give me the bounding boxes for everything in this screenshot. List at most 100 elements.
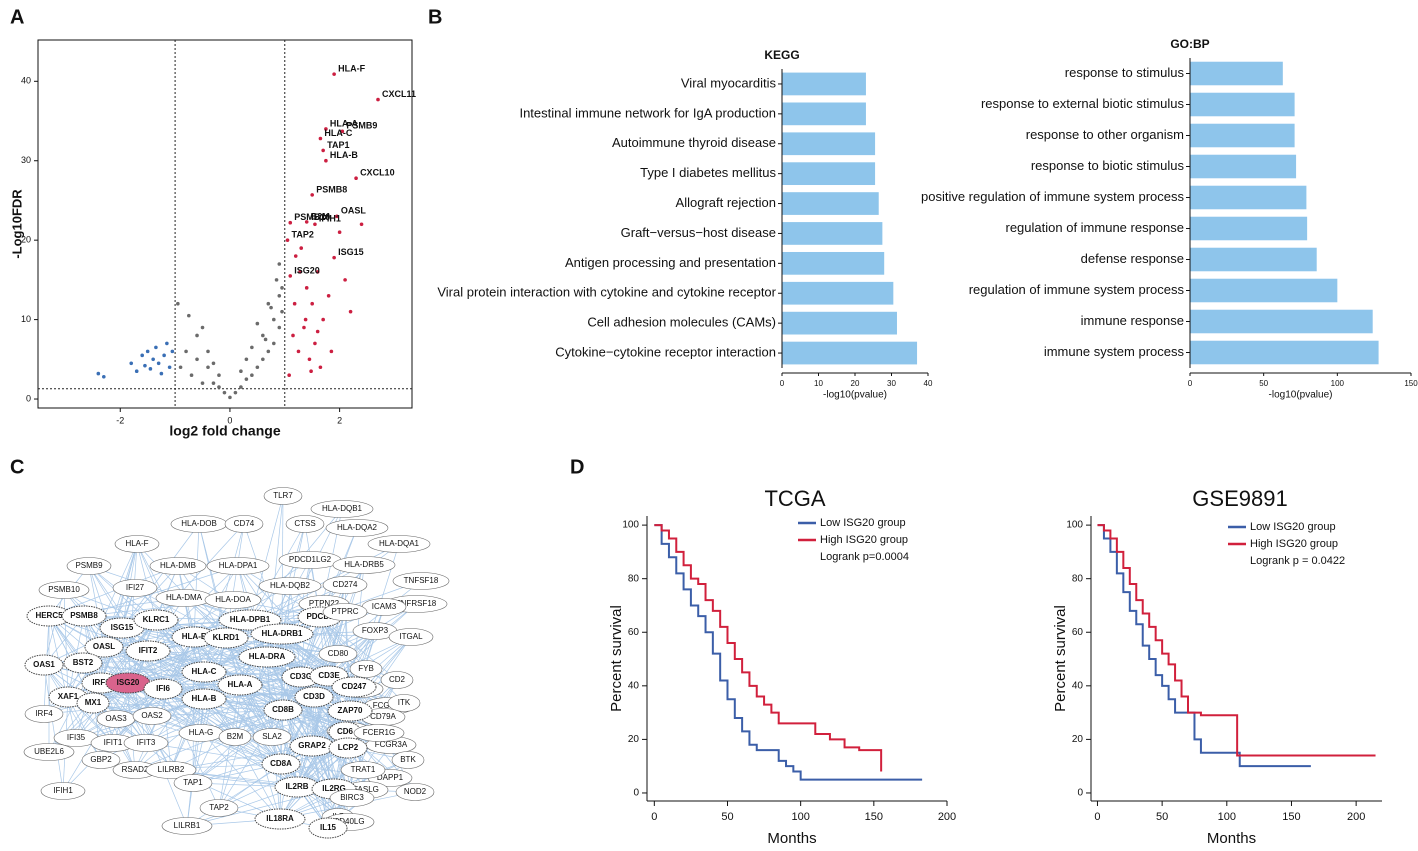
survival-curve — [654, 524, 923, 781]
network-node — [238, 646, 296, 668]
network-node — [391, 751, 425, 769]
point — [288, 274, 293, 278]
point — [156, 361, 161, 366]
network-edge — [282, 585, 291, 711]
category-label: Graft−versus−host disease — [621, 225, 776, 240]
node-label: ITK — [398, 698, 411, 707]
x-tick-label: 200 — [1347, 811, 1365, 823]
network-node — [329, 789, 375, 807]
node-label: FCER1G — [363, 728, 395, 737]
point — [292, 301, 297, 306]
point — [321, 317, 325, 322]
network-edge — [83, 615, 153, 717]
point — [287, 373, 291, 377]
point — [309, 369, 313, 374]
point — [277, 325, 282, 330]
node-label: FYB — [358, 664, 374, 673]
category-label: response to stimulus — [1065, 65, 1185, 80]
network-node — [199, 799, 239, 817]
point — [288, 220, 293, 225]
network-node — [149, 557, 207, 575]
point — [140, 353, 144, 358]
point — [255, 321, 260, 326]
bar — [1190, 278, 1338, 303]
node-label: HLA-DOA — [215, 595, 251, 604]
node-label: TRAT1 — [351, 765, 376, 774]
gene-label: HLA-A — [330, 118, 358, 128]
network-node — [84, 636, 124, 658]
point — [354, 176, 358, 181]
node-label: BIRC3 — [340, 793, 364, 802]
network-edge — [193, 636, 349, 749]
network-node — [24, 705, 64, 723]
network-node — [206, 557, 270, 575]
network-edge — [239, 630, 376, 686]
point — [303, 317, 308, 322]
network-edge — [127, 682, 172, 771]
point — [269, 305, 273, 310]
node-label: FOXP3 — [362, 626, 389, 635]
bar — [1190, 123, 1295, 148]
network-edge — [234, 736, 281, 820]
node-label: IFIT3 — [137, 738, 156, 747]
node-label: IFI35 — [67, 733, 86, 742]
category-label: defense response — [1081, 251, 1184, 266]
node-label: HLA-DPA1 — [219, 561, 258, 570]
network-node — [332, 556, 396, 574]
node-label: LCP2 — [338, 743, 359, 752]
node-label: HLA-DOB — [181, 519, 217, 528]
point — [129, 361, 134, 366]
point — [340, 129, 345, 134]
network-node — [218, 609, 282, 631]
point — [261, 333, 265, 338]
y-axis-label: Percent survival — [608, 605, 625, 712]
y-tick-label: 80 — [1072, 573, 1084, 584]
y-tick-label: 40 — [1072, 680, 1084, 691]
network-edge — [200, 732, 298, 788]
bar — [1190, 154, 1297, 179]
node-label: NOD2 — [404, 787, 427, 796]
node-label: HLA-DRB5 — [344, 560, 384, 569]
bar — [782, 72, 866, 96]
x-tick-label: 150 — [1404, 379, 1418, 388]
bar — [1190, 340, 1379, 365]
node-label: CD80 — [328, 649, 349, 658]
network-node — [258, 577, 322, 595]
y-tick-label: 20 — [1072, 734, 1084, 745]
network-edge — [249, 523, 306, 621]
point — [376, 97, 380, 102]
node-label: ICAM3 — [372, 602, 397, 611]
node-label: OAS3 — [105, 714, 127, 723]
x-tick-label: 100 — [791, 811, 809, 823]
point — [310, 193, 314, 197]
point — [239, 369, 243, 374]
bar — [782, 311, 897, 335]
category-label: regulation of immune system process — [969, 282, 1185, 297]
point — [304, 286, 309, 290]
node-label: HLA-DMB — [160, 561, 196, 570]
network-node — [63, 652, 103, 674]
network-node — [81, 751, 121, 769]
point — [332, 255, 336, 260]
category-label: Cytokine−cytokine receptor interaction — [555, 344, 776, 359]
gene-label: TAP2 — [292, 230, 314, 240]
network-node — [161, 817, 213, 835]
gene-label: PSMB10 — [294, 212, 330, 222]
gene-label: IFIH1 — [319, 214, 341, 224]
node-label: HLA-DMA — [166, 593, 203, 602]
network-node — [250, 623, 314, 645]
node-label: SLA2 — [262, 732, 282, 741]
bar — [782, 281, 894, 305]
network-node — [263, 487, 303, 505]
network-edge — [43, 589, 65, 666]
network-edge — [127, 633, 283, 684]
gene-label: ISG15 — [338, 247, 364, 257]
network-edge — [280, 716, 384, 765]
gene-label: TAP1 — [327, 140, 349, 150]
network-node — [76, 692, 110, 714]
bar — [1190, 185, 1307, 210]
y-tick-label: 20 — [21, 235, 31, 245]
x-tick-label: 0 — [1188, 379, 1193, 388]
gene-label: HLA-C — [324, 128, 352, 138]
